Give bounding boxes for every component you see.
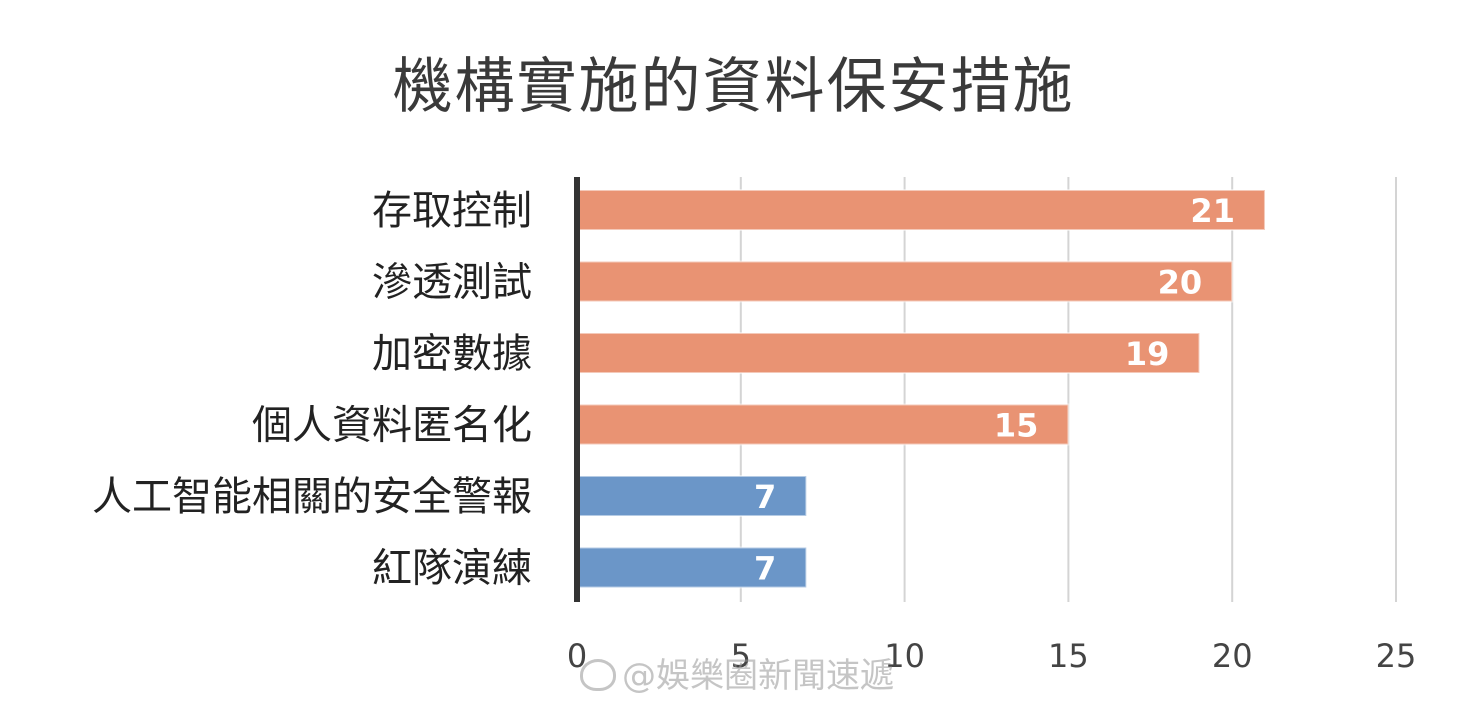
- data-label-1: 21: [1190, 192, 1235, 230]
- category-label-1: 存取控制: [372, 188, 532, 234]
- bar-5: [576, 475, 808, 517]
- data-label-2: 20: [1158, 264, 1203, 302]
- x-tick-label-20: 20: [1212, 637, 1253, 675]
- category-label-6: 紅隊演練: [372, 546, 532, 592]
- bar-2: [576, 260, 1234, 303]
- weibo-icon: [580, 659, 616, 691]
- x-tick-label-15: 15: [1048, 637, 1089, 675]
- grid-lines: [739, 177, 1397, 602]
- watermark: @娛樂圈新聞速遞: [580, 648, 894, 697]
- category-label-2: 滲透測試: [372, 260, 532, 306]
- bar-1: [576, 189, 1266, 231]
- data-label-5: 7: [754, 478, 776, 516]
- bars: [576, 189, 1266, 589]
- category-label-4: 個人資料匿名化: [252, 403, 532, 449]
- data-label-3: 19: [1125, 335, 1170, 373]
- category-label-5: 人工智能相關的安全警報: [92, 474, 532, 520]
- x-tick-label-5: 5: [731, 637, 751, 675]
- data-label-4: 15: [994, 407, 1039, 445]
- x-tick-labels: 0 5 10 15 20 25: [567, 637, 1417, 675]
- x-tick-label-10: 10: [884, 637, 925, 675]
- chart-title: 機構實施的資料保安措施: [392, 52, 1075, 122]
- category-label-3: 加密數據: [372, 331, 532, 377]
- x-tick-label-25: 25: [1376, 637, 1417, 675]
- data-label-6: 7: [754, 550, 776, 588]
- bar-6: [576, 546, 808, 589]
- data-labels: 21 20 19 15 7 7: [754, 192, 1235, 588]
- bar-3: [576, 332, 1201, 374]
- watermark-text: @娛樂圈新聞速遞: [622, 656, 894, 696]
